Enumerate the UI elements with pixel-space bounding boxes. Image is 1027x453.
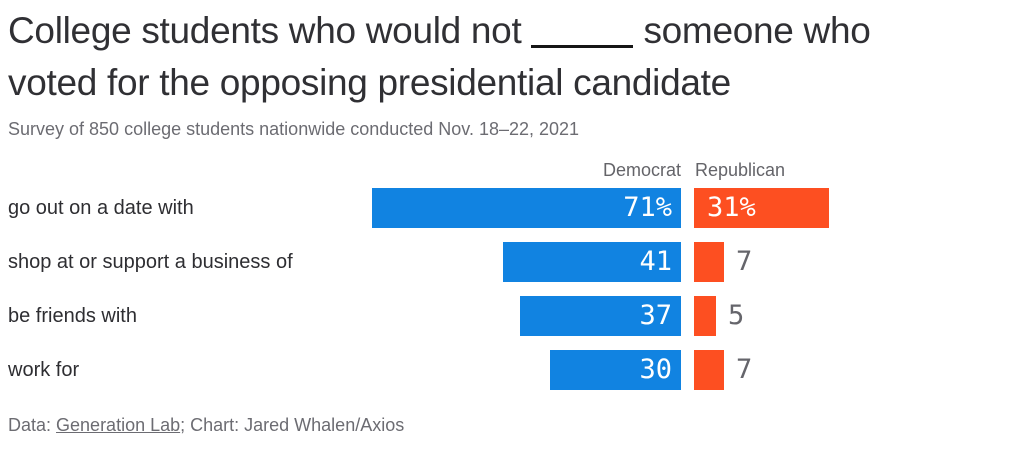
democrat-value-label: 71% bbox=[623, 192, 672, 223]
source-link[interactable]: Generation Lab bbox=[56, 415, 181, 435]
democrat-bar: 30 bbox=[550, 350, 681, 390]
democrat-value-label: 30 bbox=[639, 354, 672, 385]
chart-footer: Data: Generation Lab; Chart: Jared Whale… bbox=[8, 415, 404, 436]
democrat-bar: 41 bbox=[503, 242, 681, 282]
footer-data-prefix: Data: bbox=[8, 415, 57, 435]
democrat-value-label: 41 bbox=[639, 246, 672, 277]
republican-value-label: 7 bbox=[736, 354, 753, 385]
republican-bar: 31% bbox=[694, 188, 829, 228]
title-line2: voted for the opposing presidential cand… bbox=[8, 62, 731, 103]
category-label: go out on a date with bbox=[8, 197, 194, 219]
chart-title: College students who would not someone wh… bbox=[8, 5, 871, 109]
republican-value-label: 31% bbox=[707, 192, 756, 223]
legend-democrat-label: Democrat bbox=[602, 160, 681, 180]
legend-republican-label: Republican bbox=[695, 160, 786, 180]
republican-value-label: 5 bbox=[728, 300, 745, 331]
category-label: work for bbox=[8, 359, 80, 381]
chart-subtitle: Survey of 850 college students nationwid… bbox=[8, 119, 580, 139]
republican-bar bbox=[694, 242, 724, 282]
footer-suffix: ; Chart: Jared Whalen/Axios bbox=[180, 415, 405, 435]
democrat-bar: 71% bbox=[372, 188, 681, 228]
title-line1-post: someone who bbox=[643, 10, 871, 51]
democrat-bar: 37 bbox=[520, 296, 681, 336]
category-label: shop at or support a business of bbox=[8, 251, 293, 273]
title-line1-pre: College students who would not bbox=[8, 10, 522, 51]
title-blank-underline bbox=[531, 45, 634, 48]
republican-bar bbox=[694, 350, 724, 390]
republican-bar bbox=[694, 296, 716, 336]
category-label: be friends with bbox=[8, 305, 137, 327]
republican-value-label: 7 bbox=[736, 246, 753, 277]
democrat-value-label: 37 bbox=[639, 300, 672, 331]
